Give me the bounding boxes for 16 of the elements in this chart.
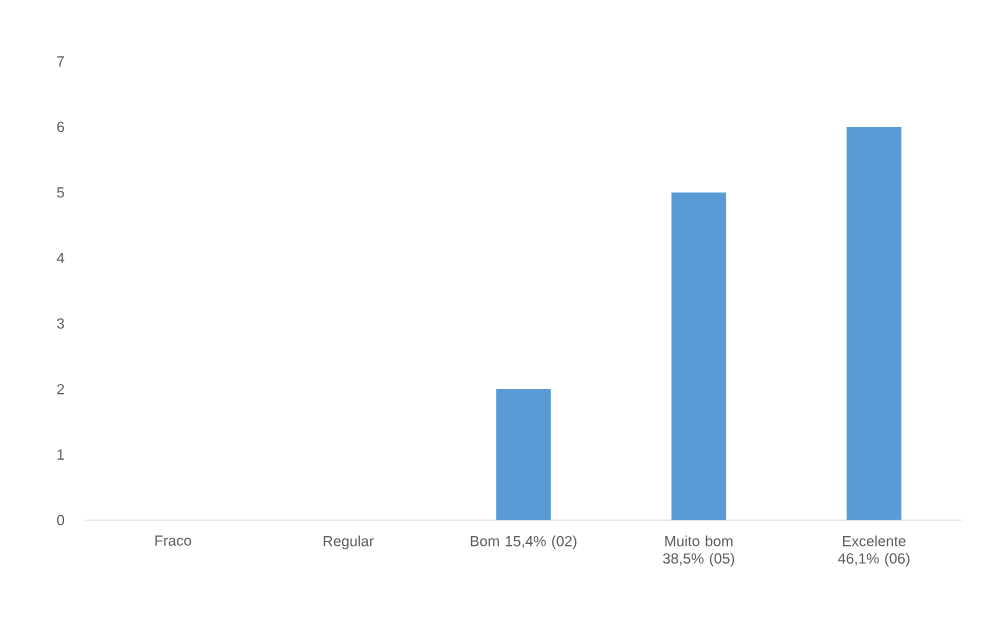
y-tick-label: 6 [57, 121, 64, 133]
x-tick-label: Fraco [155, 535, 192, 546]
y-tick-label: 7 [57, 56, 64, 67]
bar [846, 126, 902, 521]
x-tick-label: Muito bom 38,5% (05) [663, 535, 735, 567]
x-tick-label: Regular [323, 535, 374, 550]
x-tick-label: Excelente 46,1% (06) [838, 535, 910, 567]
bar [671, 192, 727, 521]
bar [496, 389, 551, 521]
x-tick-label: Bom 15,4% (02) [470, 535, 577, 550]
y-tick-label: 5 [57, 187, 65, 198]
y-tick-label: 3 [57, 318, 64, 329]
y-tick-label: 2 [57, 384, 64, 395]
y-tick-label: 1 [57, 449, 64, 460]
y-tick-label: 0 [57, 515, 65, 526]
y-tick-label: 4 [56, 253, 65, 264]
